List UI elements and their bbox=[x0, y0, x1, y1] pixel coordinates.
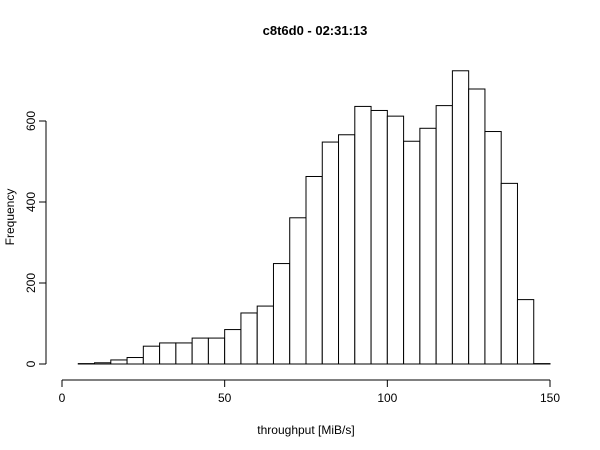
histogram-bar bbox=[484, 131, 502, 365]
histogram-bar bbox=[94, 362, 112, 365]
histogram-bar bbox=[338, 134, 356, 365]
histogram-bar bbox=[272, 263, 291, 365]
histogram-bar bbox=[240, 312, 258, 365]
y-tick-label: 0 bbox=[24, 360, 38, 367]
histogram-bar bbox=[516, 299, 535, 365]
histogram-bar bbox=[305, 175, 323, 365]
histogram-bar bbox=[142, 345, 161, 365]
histogram-bar bbox=[468, 88, 486, 365]
histogram-bar bbox=[403, 140, 421, 365]
histogram-bar bbox=[386, 115, 405, 365]
x-tick-label: 100 bbox=[377, 391, 397, 405]
histogram-bar bbox=[224, 329, 242, 365]
histogram-bar bbox=[451, 70, 470, 365]
y-axis-label: Frequency bbox=[3, 189, 17, 246]
y-tick-label: 200 bbox=[24, 273, 38, 293]
histogram-bar bbox=[126, 357, 144, 365]
y-tick-label: 600 bbox=[24, 111, 38, 131]
x-axis-label: throughput [MiB/s] bbox=[257, 423, 354, 437]
histogram-bar bbox=[207, 337, 226, 365]
y-axis: 0 200 400 600 bbox=[24, 111, 47, 367]
x-axis: 0 50 100 150 bbox=[59, 379, 560, 405]
histogram-bar bbox=[370, 109, 388, 365]
histogram-bar bbox=[256, 305, 274, 365]
y-tick-label: 400 bbox=[24, 192, 38, 212]
histogram-bar bbox=[175, 342, 193, 365]
x-tick-label: 50 bbox=[218, 391, 232, 405]
histogram-bar bbox=[191, 337, 209, 365]
x-tick-label: 150 bbox=[540, 391, 560, 405]
bars-group bbox=[77, 70, 551, 365]
histogram-bar bbox=[354, 105, 372, 365]
histogram-bar bbox=[159, 342, 177, 365]
histogram-bar bbox=[419, 127, 437, 365]
histogram-bar bbox=[110, 359, 128, 365]
histogram-bar bbox=[435, 105, 453, 365]
x-tick-label: 0 bbox=[59, 391, 66, 405]
chart-title: c8t6d0 - 02:31:13 bbox=[263, 23, 368, 38]
histogram-bar bbox=[500, 182, 518, 365]
histogram-bar bbox=[321, 141, 340, 365]
histogram-bar bbox=[289, 217, 307, 365]
